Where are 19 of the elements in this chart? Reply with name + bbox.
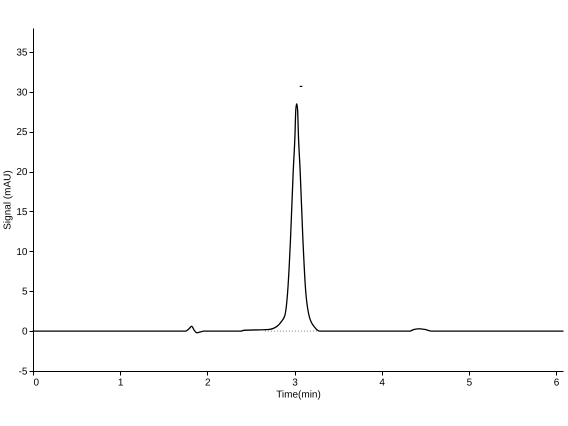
y-tick-label: 5 [22,286,28,298]
y-tick-label: 25 [16,127,28,138]
x-tick-label: 5 [466,378,473,388]
y-axis-title: Signal (mAU) [2,170,14,230]
x-tick-label: 1 [118,378,124,388]
y-tick-label: -5 [18,366,28,378]
x-tick-label: 3 [292,378,298,388]
y-tick-label: 15 [16,206,28,218]
x-tick-label: 2 [205,378,212,388]
annotation: - [299,81,303,92]
y-tick-label: 20 [16,167,28,178]
y-tick-label: 0 [22,326,28,338]
x-axis-title: Time(min) [276,390,321,400]
x-tick-label: 0 [34,378,40,388]
x-tick-label: 4 [379,378,386,388]
y-tick-label: 10 [16,246,28,258]
y-tick-label: 30 [16,87,28,98]
y-tick-label: 35 [16,47,28,58]
x-tick-label: 6 [554,378,560,388]
